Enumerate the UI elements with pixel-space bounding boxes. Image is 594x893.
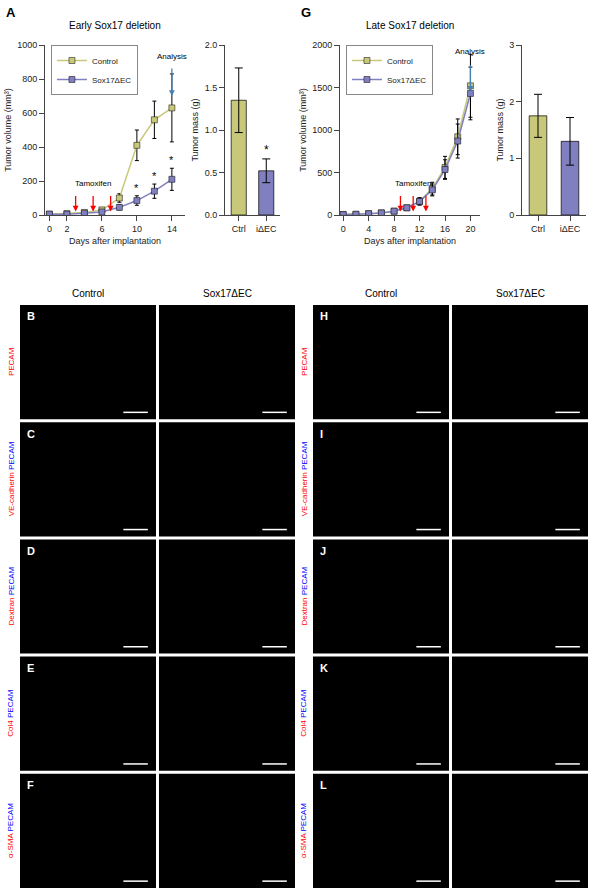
svg-text:Control: Control: [365, 288, 397, 299]
svg-text:2: 2: [509, 97, 514, 107]
svg-text:0: 0: [32, 210, 37, 220]
svg-text:PECAM: PECAM: [7, 347, 16, 376]
svg-text:2.0: 2.0: [205, 40, 218, 50]
svg-text:iΔEC: iΔEC: [256, 224, 277, 234]
svg-text:2000: 2000: [312, 40, 332, 50]
svg-text:Tumor volume (mm³): Tumor volume (mm³): [298, 88, 308, 172]
svg-text:Tumor volume (mm³): Tumor volume (mm³): [3, 88, 13, 172]
svg-text:800: 800: [22, 74, 37, 84]
svg-text:H: H: [320, 310, 328, 322]
svg-text:Ctrl: Ctrl: [232, 224, 246, 234]
svg-text:*: *: [169, 154, 174, 166]
svg-text:α-SMA PECAM: α-SMA PECAM: [6, 803, 15, 858]
svg-text:Days after implantation: Days after implantation: [364, 236, 456, 246]
svg-text:G: G: [301, 5, 311, 20]
svg-text:14: 14: [167, 224, 177, 234]
svg-text:Tamoxifen: Tamoxifen: [395, 179, 431, 188]
svg-text:10: 10: [132, 224, 142, 234]
svg-text:*: *: [134, 182, 139, 194]
svg-text:B: B: [27, 310, 35, 322]
svg-text:*: *: [264, 143, 269, 157]
svg-text:0: 0: [47, 224, 52, 234]
svg-text:Control: Control: [72, 288, 104, 299]
svg-text:0.5: 0.5: [205, 168, 218, 178]
svg-text:1500: 1500: [312, 83, 332, 93]
svg-text:200: 200: [22, 176, 37, 186]
svg-text:Control: Control: [387, 57, 413, 66]
svg-text:Analysis: Analysis: [157, 52, 187, 61]
svg-text:1000: 1000: [312, 125, 332, 135]
svg-text:Dextran PECAM: Dextran PECAM: [300, 566, 309, 625]
svg-text:α-SMA PECAM: α-SMA PECAM: [299, 803, 308, 858]
svg-text:J: J: [320, 545, 326, 557]
svg-text:600: 600: [22, 108, 37, 118]
svg-text:Analysis: Analysis: [455, 47, 485, 56]
svg-text:8: 8: [392, 224, 397, 234]
svg-text:Early Sox17 deletion: Early Sox17 deletion: [69, 20, 161, 31]
svg-text:iΔEC: iΔEC: [560, 224, 581, 234]
svg-text:0: 0: [341, 224, 346, 234]
svg-text:VE-cadherin PECAM: VE-cadherin PECAM: [7, 441, 16, 516]
svg-text:3: 3: [509, 40, 514, 50]
svg-text:500: 500: [317, 168, 332, 178]
svg-text:Col4 PECAM: Col4 PECAM: [299, 689, 308, 736]
svg-text:1.0: 1.0: [205, 125, 218, 135]
svg-text:4: 4: [366, 224, 371, 234]
svg-text:400: 400: [22, 142, 37, 152]
svg-text:K: K: [320, 662, 328, 674]
svg-text:12: 12: [415, 224, 425, 234]
svg-text:Sox17ΔEC: Sox17ΔEC: [92, 76, 131, 85]
svg-text:6: 6: [99, 224, 104, 234]
svg-text:Days after implantation: Days after implantation: [69, 236, 161, 246]
svg-text:Dextran PECAM: Dextran PECAM: [7, 566, 16, 625]
svg-text:1.5: 1.5: [205, 83, 218, 93]
svg-text:Tumor mass (g): Tumor mass (g): [495, 98, 505, 161]
svg-text:Sox17ΔEC: Sox17ΔEC: [387, 76, 426, 85]
svg-text:Sox17ΔEC: Sox17ΔEC: [203, 288, 252, 299]
svg-text:Col4 PECAM: Col4 PECAM: [6, 689, 15, 736]
svg-text:2: 2: [64, 224, 69, 234]
svg-text:Ctrl: Ctrl: [531, 224, 545, 234]
svg-text:A: A: [6, 5, 16, 20]
svg-text:L: L: [320, 779, 327, 791]
svg-text:Sox17ΔEC: Sox17ΔEC: [496, 288, 545, 299]
svg-text:Tamoxifen: Tamoxifen: [75, 179, 111, 188]
svg-text:0: 0: [327, 210, 332, 220]
svg-text:0: 0: [509, 210, 514, 220]
svg-text:C: C: [27, 428, 35, 440]
svg-text:*: *: [152, 170, 157, 182]
svg-text:20: 20: [465, 224, 475, 234]
svg-text:1: 1: [509, 153, 514, 163]
svg-text:0.0: 0.0: [205, 210, 218, 220]
svg-text:F: F: [27, 779, 34, 791]
svg-text:D: D: [27, 545, 35, 557]
svg-text:Tumor mass (g): Tumor mass (g): [190, 98, 200, 161]
svg-text:VE-cadherin PECAM: VE-cadherin PECAM: [300, 441, 309, 516]
svg-text:Late Sox17 deletion: Late Sox17 deletion: [366, 20, 454, 31]
svg-text:1000: 1000: [17, 40, 37, 50]
svg-text:PECAM: PECAM: [300, 347, 309, 376]
svg-text:I: I: [320, 428, 323, 440]
svg-text:Control: Control: [92, 57, 118, 66]
svg-text:16: 16: [440, 224, 450, 234]
svg-text:E: E: [27, 662, 34, 674]
